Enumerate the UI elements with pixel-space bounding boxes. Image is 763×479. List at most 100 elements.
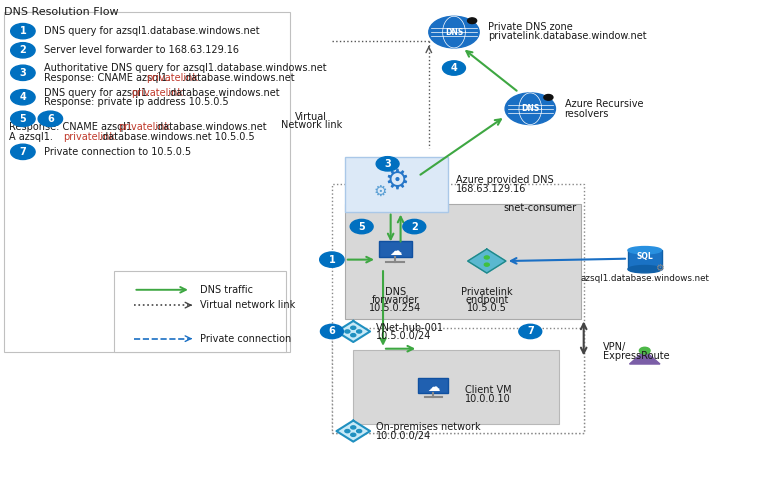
Circle shape [351, 326, 356, 330]
Text: VPN/: VPN/ [603, 342, 626, 352]
Text: Response: CNAME azsql1.: Response: CNAME azsql1. [9, 123, 135, 132]
Circle shape [11, 65, 35, 80]
Text: 10.5.0.0/24: 10.5.0.0/24 [376, 331, 432, 341]
Text: 2: 2 [411, 222, 417, 231]
Text: Private DNS zone: Private DNS zone [488, 23, 573, 32]
Circle shape [429, 16, 479, 48]
Text: ⚙: ⚙ [385, 167, 409, 194]
Text: Virtual: Virtual [295, 113, 327, 122]
Text: 10.5.0.5: 10.5.0.5 [467, 303, 507, 312]
Text: ☁: ☁ [389, 245, 401, 258]
Text: Privatelink: Privatelink [461, 287, 513, 297]
Text: DNS Resolution Flow: DNS Resolution Flow [4, 7, 118, 17]
Text: ⚙: ⚙ [655, 263, 665, 273]
Ellipse shape [628, 247, 662, 254]
Text: DNS: DNS [445, 28, 463, 36]
FancyBboxPatch shape [353, 350, 559, 424]
Text: 7: 7 [527, 327, 533, 336]
Text: 10.0.0.0/24: 10.0.0.0/24 [376, 431, 431, 441]
Text: privatelink: privatelink [118, 123, 170, 132]
FancyBboxPatch shape [332, 184, 584, 433]
Text: 3: 3 [20, 68, 26, 78]
Text: DNS: DNS [385, 287, 406, 297]
Circle shape [11, 90, 35, 105]
Text: Server level forwarder to 168.63.129.16: Server level forwarder to 168.63.129.16 [44, 46, 240, 55]
Circle shape [485, 256, 489, 259]
Text: Azure provided DNS: Azure provided DNS [456, 175, 554, 185]
Text: Response: private ip address 10.5.0.5: Response: private ip address 10.5.0.5 [44, 97, 229, 107]
Polygon shape [336, 421, 370, 442]
Circle shape [356, 430, 362, 433]
Text: privatelink: privatelink [63, 132, 115, 141]
Circle shape [320, 324, 343, 339]
Text: 10.0.0.10: 10.0.0.10 [465, 394, 511, 404]
Text: 5: 5 [20, 114, 26, 124]
Text: A azsql1.: A azsql1. [9, 132, 53, 141]
FancyBboxPatch shape [345, 157, 448, 212]
Text: ☁: ☁ [427, 381, 439, 394]
Text: resolvers: resolvers [565, 109, 609, 118]
Text: .database.windows.net: .database.windows.net [167, 88, 280, 98]
Circle shape [639, 347, 650, 354]
Circle shape [320, 252, 344, 267]
Text: 168.63.129.16: 168.63.129.16 [456, 184, 526, 194]
Text: 3: 3 [385, 159, 391, 169]
Text: Network link: Network link [281, 121, 342, 130]
Text: snet-consumer: snet-consumer [503, 204, 576, 213]
Text: DNS traffic: DNS traffic [200, 285, 253, 295]
Circle shape [11, 144, 35, 160]
Text: Response: CNAME azsql1.: Response: CNAME azsql1. [44, 73, 170, 82]
Text: 4: 4 [451, 63, 457, 73]
Circle shape [351, 433, 356, 436]
Circle shape [468, 18, 477, 23]
Circle shape [345, 430, 350, 433]
Circle shape [519, 324, 542, 339]
Text: SQL: SQL [636, 252, 653, 261]
Circle shape [356, 330, 362, 333]
Text: Client VM: Client VM [465, 386, 512, 395]
Circle shape [485, 263, 489, 266]
FancyBboxPatch shape [628, 250, 662, 269]
Text: Virtual network link: Virtual network link [200, 300, 295, 310]
Text: Authoritative DNS query for azsql1.database.windows.net: Authoritative DNS query for azsql1.datab… [44, 64, 327, 73]
Polygon shape [629, 351, 660, 364]
Text: forwarder: forwarder [372, 295, 419, 305]
Text: ExpressRoute: ExpressRoute [603, 351, 669, 361]
Text: .database.windows.net: .database.windows.net [182, 73, 295, 82]
Text: Azure Recursive: Azure Recursive [565, 100, 643, 109]
Text: endpoint: endpoint [465, 295, 508, 305]
Circle shape [443, 61, 465, 75]
Text: 2: 2 [20, 46, 26, 55]
Text: privatelink: privatelink [146, 73, 198, 82]
FancyBboxPatch shape [4, 12, 290, 352]
Circle shape [544, 94, 553, 100]
Circle shape [38, 111, 63, 126]
Circle shape [376, 157, 399, 171]
Ellipse shape [628, 265, 662, 273]
Polygon shape [336, 321, 370, 342]
Text: DNS query for azsql1.: DNS query for azsql1. [44, 88, 150, 98]
Text: 6: 6 [329, 327, 335, 336]
Text: Private connection to 10.5.0.5: Private connection to 10.5.0.5 [44, 147, 192, 157]
Circle shape [350, 219, 373, 234]
Text: 4: 4 [20, 92, 26, 102]
Text: .database.windows.net 10.5.0.5: .database.windows.net 10.5.0.5 [99, 132, 255, 141]
Circle shape [351, 333, 356, 337]
Text: DNS query for azsql1.database.windows.net: DNS query for azsql1.database.windows.ne… [44, 26, 260, 36]
Circle shape [351, 426, 356, 429]
Circle shape [11, 43, 35, 58]
FancyBboxPatch shape [114, 271, 286, 352]
Text: 7: 7 [20, 147, 26, 157]
Text: azsql1.database.windows.net: azsql1.database.windows.net [581, 274, 709, 283]
Text: 1: 1 [20, 26, 26, 36]
Text: .database.windows.net: .database.windows.net [154, 123, 267, 132]
Polygon shape [468, 249, 506, 273]
Circle shape [505, 93, 555, 125]
Text: VNet-hub-001: VNet-hub-001 [376, 323, 444, 333]
Text: DNS: DNS [521, 104, 539, 113]
Text: On-premises network: On-premises network [376, 422, 481, 432]
Text: privatelink.database.window.net: privatelink.database.window.net [488, 32, 647, 41]
Text: 6: 6 [47, 114, 53, 124]
Circle shape [345, 330, 350, 333]
Circle shape [403, 219, 426, 234]
